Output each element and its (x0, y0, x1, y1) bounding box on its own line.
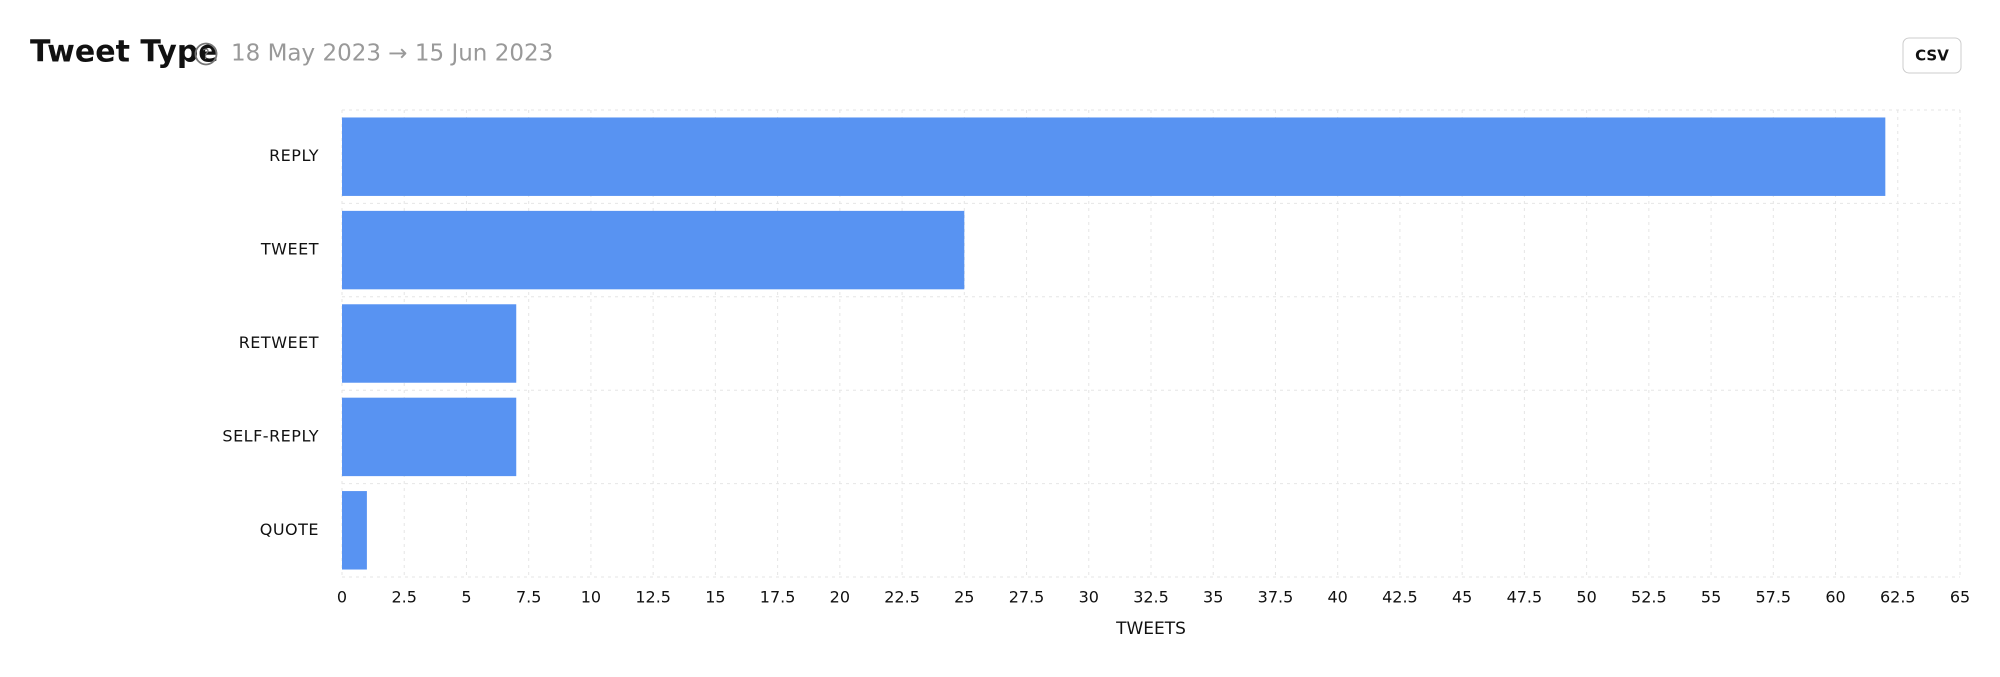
help-icon[interactable]: ? (194, 42, 218, 66)
x-tick-label: 65 (1950, 588, 1970, 607)
bar (342, 491, 367, 570)
x-tick-label: 7.5 (516, 588, 541, 607)
y-tick-label: REPLY (269, 146, 319, 165)
x-tick-label: 57.5 (1755, 588, 1791, 607)
chart-title: Tweet Type (30, 35, 219, 70)
y-tick-label: RETWEET (239, 333, 319, 352)
x-tick-label: 22.5 (884, 588, 920, 607)
csv-label[interactable]: CSV (1915, 47, 1949, 65)
x-axis-title: TWEETS (1115, 619, 1186, 639)
y-tick-label: SELF-REPLY (222, 426, 319, 445)
x-tick-label: 27.5 (1009, 588, 1045, 607)
x-tick-label: 20 (830, 588, 850, 607)
svg-text:?: ? (202, 47, 209, 63)
bar (342, 210, 965, 290)
date-range: 18 May 2023 → 15 Jun 2023 (231, 41, 553, 67)
x-tick-label: 5 (461, 588, 471, 607)
x-tick-label: 25 (954, 588, 974, 607)
x-tick-label: 40 (1328, 588, 1348, 607)
bar (342, 397, 517, 477)
x-tick-label: 32.5 (1133, 588, 1169, 607)
y-tick-label: TWEET (260, 240, 319, 259)
x-tick-label: 12.5 (635, 588, 671, 607)
x-tick-label: 17.5 (760, 588, 796, 607)
x-tick-label: 37.5 (1258, 588, 1294, 607)
x-tick-label: 62.5 (1880, 588, 1916, 607)
x-tick-label: 45 (1452, 588, 1472, 607)
x-tick-label: 0 (337, 588, 347, 607)
x-tick-label: 2.5 (392, 588, 417, 607)
x-tick-label: 35 (1203, 588, 1223, 607)
x-tick-label: 10 (581, 588, 601, 607)
csv-button[interactable]: CSV (1902, 37, 1962, 74)
x-tick-label: 55 (1701, 588, 1721, 607)
x-tick-label: 47.5 (1507, 588, 1543, 607)
x-tick-label: 30 (1079, 588, 1099, 607)
x-tick-label: 15 (705, 588, 725, 607)
x-tick-label: 60 (1825, 588, 1845, 607)
x-tick-label: 42.5 (1382, 588, 1418, 607)
bar (342, 304, 517, 383)
x-tick-label: 50 (1576, 588, 1596, 607)
x-tick-label: 52.5 (1631, 588, 1667, 607)
bar (342, 117, 1886, 196)
y-tick-label: QUOTE (260, 520, 319, 539)
